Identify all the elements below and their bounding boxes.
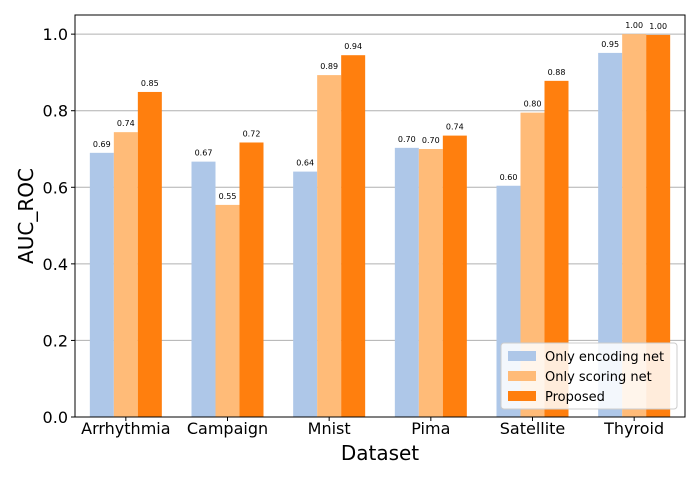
bar-value-label: 1.00 [625, 21, 643, 30]
bar [137, 91, 162, 417]
legend-swatch [508, 351, 536, 361]
bar [394, 147, 419, 417]
y-tick-label: 1.0 [43, 25, 68, 44]
bar [442, 135, 467, 417]
bar [317, 75, 342, 417]
bar [215, 204, 240, 417]
bar [341, 55, 366, 417]
legend-label: Only encoding net [545, 350, 664, 365]
legend-label: Proposed [545, 390, 605, 405]
x-axis-ticks: Arrhythmia Campaign Mnist Pima Satellite Thyr… [81, 417, 664, 438]
bar [293, 171, 318, 417]
bar-value-label: 0.74 [117, 119, 135, 128]
bar-value-label: 0.88 [548, 68, 566, 77]
bar-value-label: 0.67 [195, 149, 213, 158]
bar-value-label: 0.94 [344, 42, 362, 51]
legend: Only encoding net Only scoring net Propose… [500, 342, 678, 410]
legend-swatch [508, 391, 536, 401]
plot-area-frame [74, 14, 686, 418]
x-tick-label: Arrhythmia [81, 419, 170, 438]
y-tick-label: 0.6 [43, 178, 68, 197]
x-tick-label: Mnist [308, 419, 351, 438]
y-tick-label: 0.8 [43, 102, 68, 121]
bar-value-label: 0.89 [320, 62, 338, 71]
bar-value-label: 0.80 [524, 100, 542, 109]
bar-value-label: 0.70 [398, 135, 416, 144]
bar-value-label: 0.64 [296, 159, 314, 168]
legend-label: Only scoring net [545, 370, 652, 385]
y-tick-label: 0.2 [43, 331, 68, 350]
legend-swatch [508, 371, 536, 381]
bar-value-label: 0.55 [219, 192, 237, 201]
x-tick-label: Pima [411, 419, 450, 438]
bar [239, 142, 264, 417]
y-tick-label: 0.0 [43, 408, 68, 427]
bar [113, 132, 138, 417]
y-axis-ticks: 0.0 0.2 0.4 0.6 0.8 1.0 [43, 25, 75, 427]
legend-box [500, 342, 678, 410]
y-tick-label: 0.4 [43, 255, 68, 274]
x-tick-label: Campaign [187, 419, 268, 438]
bar-value-label: 0.95 [601, 40, 619, 49]
bar [191, 161, 216, 417]
bar-value-label: 0.60 [500, 173, 518, 182]
bar-value-label: 1.00 [649, 22, 667, 31]
bar-value-label: 0.85 [141, 79, 159, 88]
data-labels: 0.69 0.74 0.85 0.67 0.55 0.72 0.64 0.89 0.94 0.70… [93, 21, 667, 201]
bar-value-label: 0.74 [446, 123, 464, 132]
bar-value-label: 0.70 [422, 136, 440, 145]
bar [89, 152, 114, 418]
bar-value-label: 0.69 [93, 140, 111, 149]
y-axis-title: AUC_ROC [14, 168, 38, 264]
x-tick-label: Satellite [500, 419, 566, 438]
bar [418, 149, 443, 417]
x-axis-title: Dataset [341, 441, 419, 465]
bar-value-label: 0.72 [243, 129, 261, 138]
x-tick-label: Thyroid [603, 419, 664, 438]
